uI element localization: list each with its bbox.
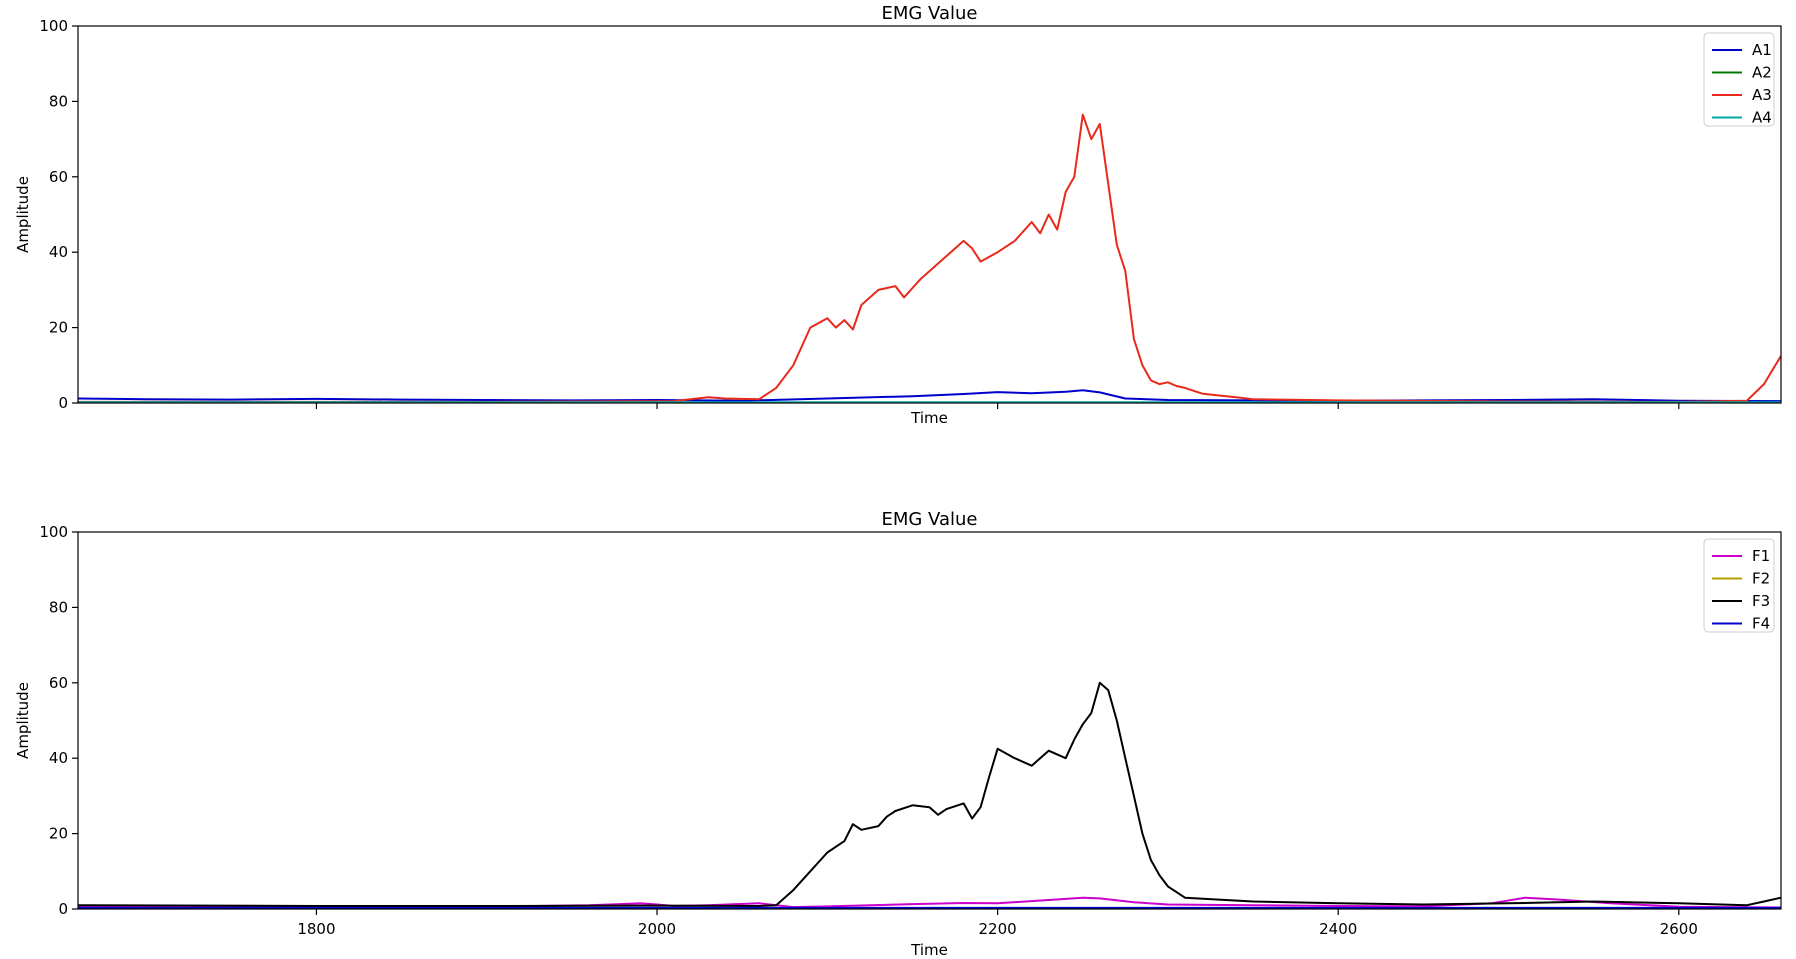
y-tick-label: 100	[39, 17, 68, 35]
legend-label: A1	[1752, 41, 1772, 59]
x-tick-label: 1800	[297, 920, 335, 938]
x-tick-label: 2000	[638, 920, 676, 938]
series-line-f3	[78, 681, 1781, 907]
y-tick-label: 20	[49, 319, 68, 337]
series-group	[78, 681, 1781, 909]
x-axis-label: Time	[910, 941, 948, 959]
legend-box	[1703, 32, 1775, 127]
legend-label: A3	[1752, 86, 1772, 104]
y-tick-label: 40	[49, 749, 68, 767]
y-tick-label: 80	[49, 92, 68, 110]
y-tick-label: 20	[49, 825, 68, 843]
x-axis-label: Time	[910, 409, 948, 427]
y-axis-label: Amplitude	[14, 176, 32, 253]
chart-title: EMG Value	[881, 509, 977, 530]
plot-frame	[77, 25, 1782, 404]
x-tick-label: 2600	[1660, 920, 1698, 938]
y-tick-label: 0	[58, 900, 68, 918]
emg-chart-top: 0 20 40 60 80 100 EMG Value Time Amplitude A1 A2 A3…	[14, 3, 1782, 427]
legend-label: F4	[1752, 615, 1770, 633]
chart-title: EMG Value	[881, 3, 977, 24]
legend-label: F2	[1752, 570, 1770, 588]
y-axis-label: Amplitude	[14, 682, 32, 759]
y-tick-label: 100	[39, 523, 68, 541]
y-tick-label: 60	[49, 674, 68, 692]
legend: F1 F2 F3 F4	[1703, 538, 1775, 633]
series-line-f1	[78, 896, 1781, 909]
x-tick-label: 2400	[1319, 920, 1357, 938]
legend-label: F1	[1752, 547, 1770, 565]
legend-label: F3	[1752, 592, 1770, 610]
legend-label: A2	[1752, 64, 1772, 82]
y-tick-label: 0	[58, 394, 68, 412]
x-tick-label: 2200	[979, 920, 1017, 938]
emg-chart-bottom: 0 20 40 60 80 100 1800 2000 2200 2400 2600 EMG Valu…	[14, 509, 1782, 959]
series-group	[78, 113, 1781, 403]
legend-box	[1703, 538, 1775, 633]
series-line-a1	[78, 389, 1781, 403]
legend-label: A4	[1752, 109, 1772, 127]
plot-frame	[77, 531, 1782, 910]
y-tick-label: 80	[49, 598, 68, 616]
series-line-a3	[78, 113, 1781, 403]
y-tick-label: 60	[49, 168, 68, 186]
legend: A1 A2 A3 A4	[1703, 32, 1775, 127]
y-tick-label: 40	[49, 243, 68, 261]
